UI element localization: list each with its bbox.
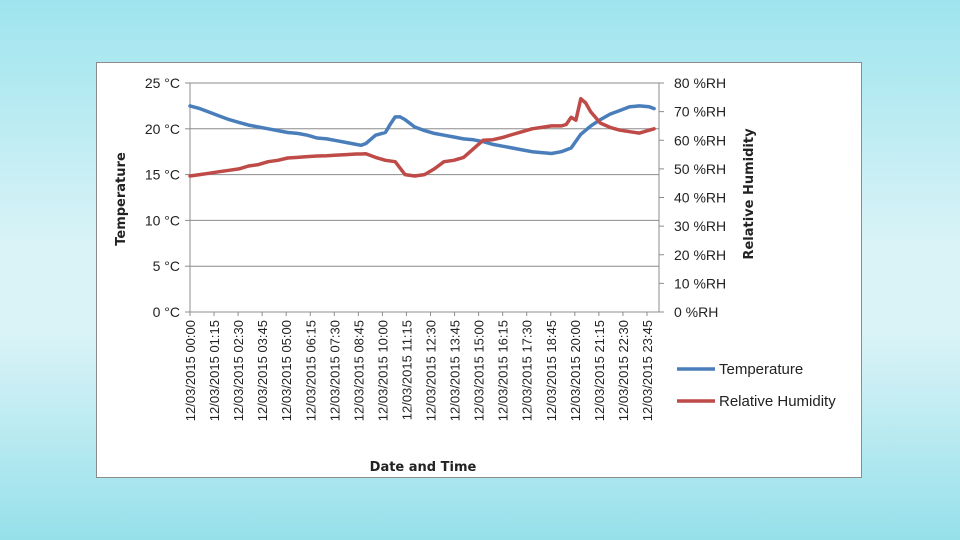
left-tick-label: 10 °C <box>145 212 180 228</box>
x-tick-label: 12/03/2015 21:15 <box>592 320 607 421</box>
right-tick-label: 70 %RH <box>674 104 726 120</box>
x-tick-label: 12/03/2015 05:00 <box>279 320 294 421</box>
x-tick-label: 12/03/2015 18:45 <box>544 320 559 421</box>
legend: Temperature Relative Humidity <box>677 361 836 410</box>
legend-label-humidity: Relative Humidity <box>719 393 836 410</box>
legend-label-temperature: Temperature <box>719 361 803 378</box>
right-tick-label: 50 %RH <box>674 161 726 177</box>
left-tick-label: 25 °C <box>145 75 180 91</box>
x-tick-label: 12/03/2015 02:30 <box>231 320 246 421</box>
chart-frame: 0 °C 5 °C 10 °C 15 °C 20 °C 25 °C 0 %RH 10 %RH… <box>96 62 862 478</box>
x-tick-label: 12/03/2015 15:00 <box>472 320 487 421</box>
left-tick-label: 5 °C <box>153 258 180 274</box>
right-tick-label: 10 %RH <box>674 275 726 291</box>
x-tick-label: 12/03/2015 03:45 <box>255 320 270 421</box>
left-axis-title: Temperature <box>114 152 129 246</box>
x-tick-label: 12/03/2015 10:00 <box>375 320 390 421</box>
x-tick-label: 12/03/2015 22:30 <box>616 320 631 421</box>
temperature-series-line <box>188 104 656 156</box>
right-tick-label: 60 %RH <box>674 132 726 148</box>
series-lines <box>188 96 656 178</box>
x-tick-label: 12/03/2015 01:15 <box>207 320 222 421</box>
x-axis-ticks: 12/03/2015 00:00 12/03/2015 01:15 12/03/20… <box>183 312 655 421</box>
right-tick-label: 30 %RH <box>674 218 726 234</box>
x-tick-label: 12/03/2015 06:15 <box>303 320 318 421</box>
right-tick-label: 40 %RH <box>674 190 726 206</box>
x-axis-title: Date and Time <box>370 460 477 475</box>
x-tick-label: 12/03/2015 12:30 <box>424 320 439 421</box>
right-tick-label: 0 %RH <box>674 304 718 320</box>
left-axis-ticks: 0 °C 5 °C 10 °C 15 °C 20 °C 25 °C <box>145 75 190 320</box>
x-tick-label: 12/03/2015 13:45 <box>448 320 463 421</box>
right-tick-label: 80 %RH <box>674 75 726 91</box>
left-tick-label: 15 °C <box>145 167 180 183</box>
x-tick-label: 12/03/2015 16:15 <box>496 320 511 421</box>
right-axis-ticks: 0 %RH 10 %RH 20 %RH 30 %RH 40 %RH 50 %RH 60 %R… <box>659 75 726 320</box>
right-tick-label: 20 %RH <box>674 247 726 263</box>
x-tick-label: 12/03/2015 23:45 <box>640 320 655 421</box>
chart-svg: 0 °C 5 °C 10 °C 15 °C 20 °C 25 °C 0 %RH 10 %RH… <box>114 75 836 475</box>
x-tick-label: 12/03/2015 00:00 <box>183 320 198 421</box>
left-tick-label: 20 °C <box>145 121 180 137</box>
x-tick-label: 12/03/2015 07:30 <box>327 320 342 421</box>
x-tick-label: 12/03/2015 11:15 <box>399 320 414 420</box>
x-tick-label: 12/03/2015 08:45 <box>351 320 366 421</box>
x-tick-label: 12/03/2015 20:00 <box>568 320 583 421</box>
x-tick-label: 12/03/2015 17:30 <box>520 320 535 421</box>
right-axis-title: Relative Humidity <box>742 128 757 260</box>
left-tick-label: 0 °C <box>153 304 180 320</box>
axes <box>189 83 660 313</box>
humidity-series-line <box>188 96 656 178</box>
